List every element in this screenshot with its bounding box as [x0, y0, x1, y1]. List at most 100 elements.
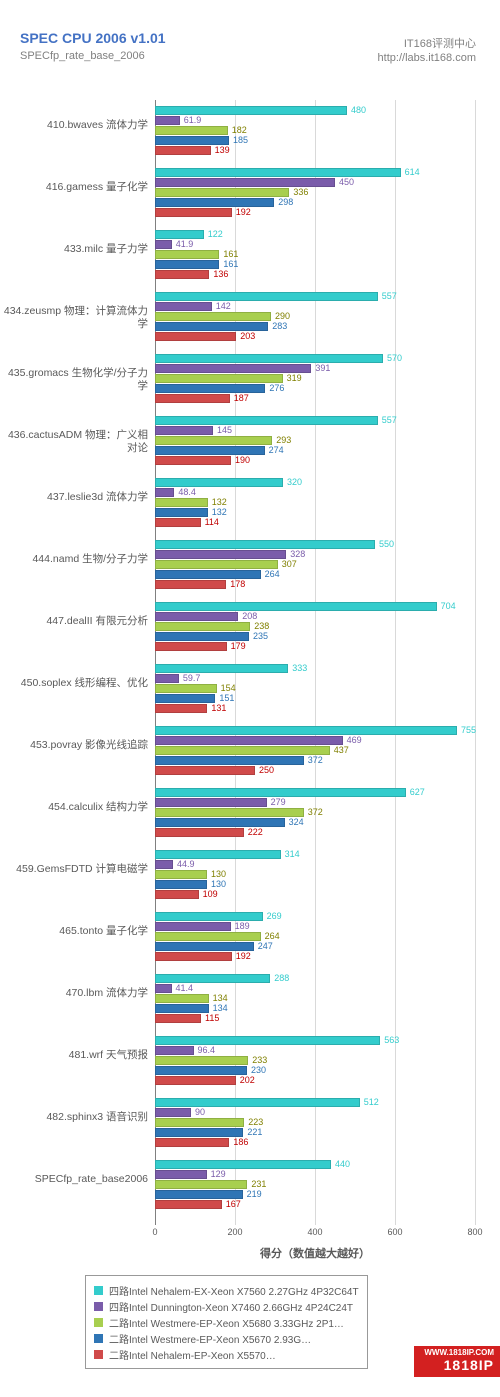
bar	[155, 1128, 243, 1137]
bar-value: 298	[278, 198, 293, 207]
category-label: 470.lbm 流体力学	[3, 987, 148, 1000]
bar	[155, 550, 286, 559]
category-label: 465.tonto 量子化学	[3, 925, 148, 938]
bar	[155, 1056, 248, 1065]
source-url: http://labs.it168.com	[378, 52, 476, 64]
bar	[155, 436, 272, 445]
bar-value: 231	[251, 1180, 266, 1189]
bar-value: 44.9	[177, 860, 195, 869]
bar	[155, 416, 378, 425]
bar-value: 450	[339, 178, 354, 187]
bar-value: 570	[387, 354, 402, 363]
bar-value: 151	[219, 694, 234, 703]
bar-value: 512	[364, 1098, 379, 1107]
bar-value: 264	[265, 570, 280, 579]
bar	[155, 260, 219, 269]
bar	[155, 580, 226, 589]
bar	[155, 912, 263, 921]
bar-value: 178	[230, 580, 245, 589]
bar	[155, 570, 261, 579]
bar-value: 192	[236, 208, 251, 217]
chart-subtitle: SPECfp_rate_base_2006	[20, 50, 145, 62]
grid-line	[475, 100, 476, 1225]
grid-line	[315, 100, 316, 1225]
bar	[155, 446, 265, 455]
bar	[155, 632, 249, 641]
bar	[155, 736, 343, 745]
bar	[155, 426, 213, 435]
category-label: 434.zeusmp 物理：计算流体力学	[3, 305, 148, 331]
watermark-url: WWW.1818IP.COM	[424, 1348, 494, 1357]
bar-value: 290	[275, 312, 290, 321]
category-label: 416.gamess 量子化学	[3, 181, 148, 194]
bar	[155, 798, 267, 807]
bar-value: 122	[208, 230, 223, 239]
watermark-text: 1818IP	[424, 1357, 494, 1373]
bar-value: 276	[269, 384, 284, 393]
bar-value: 264	[265, 932, 280, 941]
bar-value: 235	[253, 632, 268, 641]
bar	[155, 922, 231, 931]
bar	[155, 818, 285, 827]
bar-value: 247	[258, 942, 273, 951]
bar	[155, 178, 335, 187]
legend-item: 二路Intel Westmere-EP-Xeon X5680 3.33GHz 2…	[94, 1314, 359, 1330]
bar	[155, 1190, 243, 1199]
bar-value: 250	[259, 766, 274, 775]
legend-item: 四路Intel Dunnington-Xeon X7460 2.66GHz 4P…	[94, 1298, 359, 1314]
bar-value: 269	[267, 912, 282, 921]
bar	[155, 1170, 207, 1179]
category-label: 482.sphinx3 语音识别	[3, 1111, 148, 1124]
category-label: 437.leslie3d 流体力学	[3, 491, 148, 504]
bar	[155, 952, 232, 961]
bar-value: 328	[290, 550, 305, 559]
bar	[155, 860, 173, 869]
x-tick: 0	[152, 1227, 157, 1237]
legend: 四路Intel Nehalem-EX-Xeon X7560 2.27GHz 4P…	[85, 1275, 368, 1369]
bar	[155, 994, 209, 1003]
x-tick: 400	[307, 1227, 322, 1237]
bar	[155, 374, 283, 383]
bar	[155, 642, 227, 651]
bar-value: 314	[285, 850, 300, 859]
bar-value: 131	[211, 704, 226, 713]
bar-value: 221	[247, 1128, 262, 1137]
bar-value: 202	[240, 1076, 255, 1085]
bar-value: 96.4	[198, 1046, 216, 1055]
bar-value: 293	[276, 436, 291, 445]
bar	[155, 870, 207, 879]
bar	[155, 394, 230, 403]
bar-value: 283	[272, 322, 287, 331]
source-label: IT168评测中心	[404, 35, 476, 51]
bar-value: 627	[410, 788, 425, 797]
legend-item: 二路Intel Westmere-EP-Xeon X5670 2.93G…	[94, 1330, 359, 1346]
x-axis-title: 得分（数值越大越好）	[155, 1245, 475, 1261]
bar-value: 132	[212, 508, 227, 517]
plot-area: 48061.918218513961445033629819212241.916…	[155, 100, 475, 1225]
bar-value: 440	[335, 1160, 350, 1169]
bar-value: 189	[235, 922, 250, 931]
bar	[155, 726, 457, 735]
bar	[155, 602, 437, 611]
bar-value: 324	[289, 818, 304, 827]
bar	[155, 322, 268, 331]
bar-value: 557	[382, 416, 397, 425]
category-label: 410.bwaves 流体力学	[3, 119, 148, 132]
bar	[155, 560, 278, 569]
legend-swatch	[94, 1334, 103, 1343]
bar	[155, 478, 283, 487]
bar-value: 307	[282, 560, 297, 569]
bar	[155, 1076, 236, 1085]
legend-label: 二路Intel Nehalem-EP-Xeon X5570…	[109, 1347, 276, 1362]
bar-value: 274	[269, 446, 284, 455]
x-tick: 800	[467, 1227, 482, 1237]
bar	[155, 1066, 247, 1075]
bar	[155, 1138, 229, 1147]
bar	[155, 540, 375, 549]
bar-value: 319	[287, 374, 302, 383]
category-label: 435.gromacs 生物化学/分子力学	[3, 367, 148, 393]
bar-value: 203	[240, 332, 255, 341]
bar-value: 391	[315, 364, 330, 373]
bar	[155, 942, 254, 951]
bar	[155, 1098, 360, 1107]
